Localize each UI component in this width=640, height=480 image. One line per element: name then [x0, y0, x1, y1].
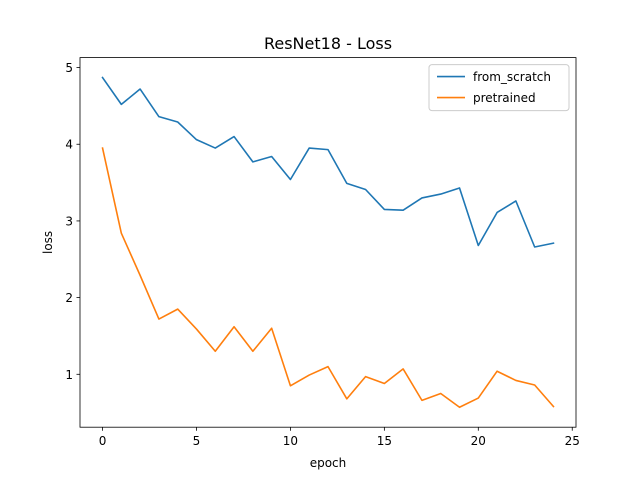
- axes-frame: [79, 57, 577, 428]
- x-tick-label: 10: [283, 434, 298, 448]
- x-axis-ticks: 0 5 10 15 20 25: [99, 427, 580, 448]
- x-tick-label: 15: [377, 434, 392, 448]
- legend-label-from_scratch: from_scratch: [473, 70, 551, 84]
- series-line-pretrained: [101, 147, 555, 409]
- series-line-from_scratch: [101, 76, 555, 248]
- y-tick-label: 4: [65, 138, 73, 152]
- plot-area: [80, 57, 576, 428]
- x-tick-label: 5: [193, 434, 201, 448]
- y-tick-label: 2: [65, 291, 73, 305]
- x-tick-label: 0: [99, 434, 107, 448]
- x-tick-label: 20: [471, 434, 486, 448]
- y-axis-ticks: 1 2 3 4 5: [65, 61, 80, 382]
- y-tick-label: 1: [65, 368, 73, 382]
- x-tick-label: 25: [565, 434, 580, 448]
- series-layer: [101, 76, 555, 409]
- y-axis-label: loss: [41, 231, 55, 254]
- x-axis-label: epoch: [310, 456, 347, 470]
- chart-title: ResNet18 - Loss: [264, 34, 392, 53]
- y-tick-label: 3: [65, 214, 73, 228]
- legend-label-pretrained: pretrained: [473, 91, 536, 105]
- legend: from_scratch pretrained: [428, 64, 570, 112]
- y-tick-label: 5: [65, 61, 73, 75]
